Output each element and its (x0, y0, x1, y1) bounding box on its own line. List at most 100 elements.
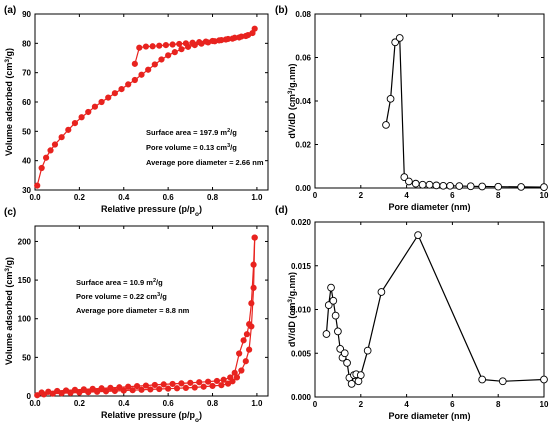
y-axis-label-superscript: 3 (287, 299, 294, 303)
data-point (494, 182, 503, 191)
y-tick-label: 0.000 (291, 393, 312, 402)
annotation-text: Average pore diameter = 2.66 nm (146, 158, 264, 167)
y-tick-label: 30 (22, 186, 31, 195)
y-tick-label: 200 (18, 237, 32, 246)
data-point (400, 173, 409, 181)
data-point (142, 43, 150, 50)
y-axis-label-superscript: 3 (4, 268, 11, 272)
data-point (131, 60, 138, 67)
data-point (202, 38, 209, 45)
data-point (209, 37, 216, 45)
annotation-main: Average pore diameter = 8.8 nm (76, 306, 190, 315)
data-point (363, 346, 372, 355)
data-point (147, 386, 154, 393)
x-tick-label: 0.0 (29, 193, 41, 202)
data-point (246, 321, 253, 328)
x-axis-label-text: Relative pressure (p/p (101, 410, 196, 420)
y-axis-label-end: /g) (4, 48, 14, 59)
data-point (80, 386, 87, 393)
y-tick-label: 0.02 (295, 141, 311, 150)
y-tick-label: 0.00 (295, 184, 311, 193)
data-point (78, 114, 85, 121)
y-tick-label: 40 (22, 157, 31, 166)
annotation-main: Pore volume = 0.13 cm (146, 143, 227, 152)
y-tick-label: 100 (18, 315, 32, 324)
x-axis-label-text: Pore diameter (nm) (388, 411, 470, 421)
x-tick-label: 0.4 (118, 399, 130, 408)
annotation-unit: /g (156, 278, 163, 287)
data-point (246, 346, 253, 353)
x-axis-label-end: ) (199, 410, 202, 420)
data-point (71, 386, 79, 393)
chart-panel-b: (b) 0 2 4 6 8 10 0.00 0.02 0.04 0.06 0.08 Pore diame… (275, 5, 549, 212)
panel-label: (c) (4, 207, 16, 218)
x-axis-label-subscript: o (195, 417, 199, 424)
data-point (133, 383, 141, 390)
data-point (336, 345, 345, 353)
annotation-main: Surface area = 197.9 m (146, 128, 227, 137)
x-tick-label: 0.6 (163, 193, 175, 202)
series-line-2 (41, 237, 256, 394)
y-axis-label-superscript: 3 (287, 90, 294, 94)
data-point (432, 181, 441, 190)
x-tick-label: 6 (450, 191, 455, 200)
data-point (324, 301, 333, 309)
x-tick-label: 10 (540, 191, 549, 200)
annotation-main: Surface area = 10.9 m (76, 278, 153, 287)
data-point (386, 94, 395, 103)
data-point (347, 380, 356, 388)
data-point (196, 39, 203, 46)
data-point (216, 37, 223, 44)
data-point (51, 141, 59, 148)
y-axis-label-end: /g.nm) (287, 272, 297, 299)
y-axis-label: Volume adsorbed (cm3/g) (4, 257, 15, 365)
y-axis-label-text: Volume adsorbed (cm (4, 63, 14, 156)
y-tick-label: 80 (22, 39, 31, 48)
data-point (455, 182, 464, 190)
panel-label: (b) (275, 5, 288, 16)
data-point (173, 385, 181, 392)
data-point (466, 182, 475, 191)
x-axis-label-text: Pore diameter (nm) (388, 202, 470, 212)
data-point (47, 147, 54, 154)
data-point (191, 384, 198, 391)
data-point (382, 121, 390, 129)
data-point (446, 181, 454, 190)
data-point (340, 349, 349, 358)
data-point (391, 38, 400, 47)
x-tick-label: 0.2 (74, 193, 86, 202)
data-point (138, 386, 145, 393)
data-point (231, 369, 238, 376)
data-point (125, 383, 132, 390)
data-point (178, 46, 185, 53)
data-point (160, 381, 167, 388)
y-axis-label-superscript: 3 (4, 59, 11, 63)
data-point (165, 385, 172, 392)
data-point (236, 34, 243, 41)
data-point (71, 120, 79, 127)
y-tick-label: 0.04 (295, 97, 311, 106)
data-point (213, 377, 221, 385)
annotation-text: Pore volume = 0.22 cm3/g (76, 292, 167, 301)
data-point (498, 377, 507, 386)
y-tick-label: 0.08 (295, 10, 311, 19)
data-point (116, 384, 123, 391)
plot-frame (314, 221, 545, 398)
y-tick-label: 0.010 (291, 306, 312, 315)
data-point (204, 378, 212, 385)
x-tick-label: 4 (404, 400, 409, 409)
y-axis-label-end: /g) (4, 257, 14, 268)
annotation-text: Average pore diameter = 8.8 nm (76, 306, 190, 315)
data-point (227, 374, 234, 381)
data-point (62, 387, 70, 394)
data-point (478, 182, 487, 191)
series-line-1 (325, 233, 545, 386)
annotation-superscript: 3 (157, 292, 160, 298)
data-point (34, 392, 41, 399)
data-point (149, 43, 156, 50)
data-point (169, 380, 176, 388)
data-point (102, 388, 110, 395)
data-point (145, 66, 152, 73)
annotation-text: Surface area = 197.9 m2/g (146, 128, 237, 137)
data-point (329, 296, 338, 305)
